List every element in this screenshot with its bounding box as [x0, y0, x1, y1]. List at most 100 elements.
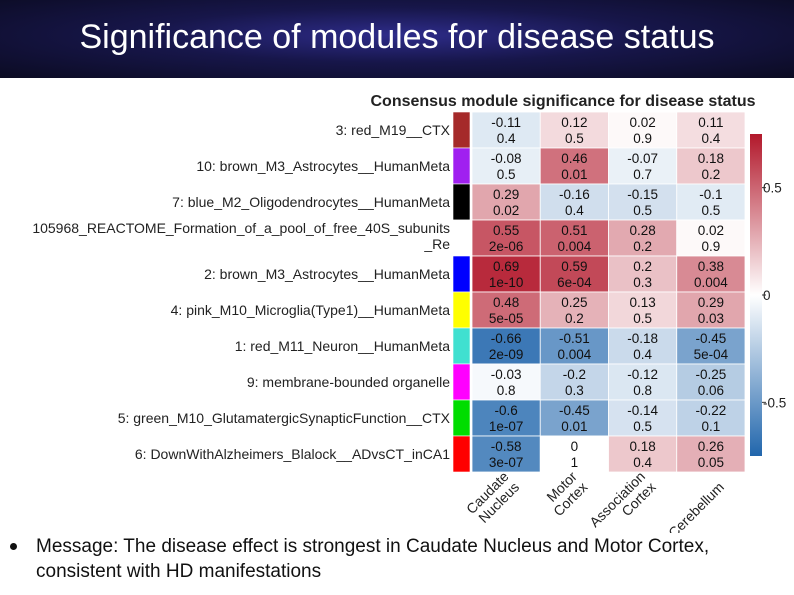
- cell-pvalue-label: 1: [571, 455, 579, 470]
- cell-pvalue-label: 0.05: [698, 455, 724, 470]
- cell-pvalue-label: 0.8: [633, 383, 652, 398]
- cell-value-label: -0.2: [563, 367, 586, 382]
- row-label: 5: green_M10_GlutamatergicSynapticFuncti…: [118, 410, 451, 426]
- heatmap-cell: [676, 327, 746, 365]
- cell-value-label: -0.14: [627, 403, 658, 418]
- cell-value-label: 0.25: [561, 295, 587, 310]
- row-label: 10: brown_M3_Astrocytes__HumanMeta: [196, 158, 450, 174]
- cell-pvalue-label: 0.4: [633, 455, 652, 470]
- cell-value-label: -0.6: [494, 403, 517, 418]
- cell-value-label: 0.13: [629, 295, 655, 310]
- cell-pvalue-label: 0.03: [698, 311, 724, 326]
- cell-value-label: -0.45: [559, 403, 590, 418]
- cell-value-label: -0.07: [627, 151, 658, 166]
- module-color-bar: [452, 291, 471, 329]
- module-color-bar: [452, 399, 471, 437]
- row-label: 2: brown_M3_Astrocytes__HumanMeta: [204, 266, 450, 282]
- cell-value-label: 0.12: [561, 115, 587, 130]
- cell-value-label: -0.11: [491, 115, 521, 130]
- cell-value-label: 0.46: [561, 151, 587, 166]
- heatmap-cell: [539, 435, 609, 473]
- cell-value-label: 0.38: [698, 259, 724, 274]
- cell-pvalue-label: 0.9: [633, 131, 652, 146]
- cell-value-label: -0.1: [699, 187, 722, 202]
- heatmap-cell: [676, 219, 746, 257]
- colorbar-tick-label: -0.5: [763, 395, 786, 410]
- heatmap-cell: [608, 363, 678, 401]
- heatmap-cell: [608, 435, 678, 473]
- heatmap-cell: [539, 111, 609, 149]
- module-color-bar: [452, 363, 471, 401]
- heatmap-cell: [471, 111, 541, 149]
- cell-value-label: -0.45: [695, 331, 726, 346]
- cell-value-label: -0.15: [627, 187, 658, 202]
- heatmap-cell: [471, 435, 541, 473]
- cell-pvalue-label: 0.5: [633, 203, 652, 218]
- cell-pvalue-label: 1e-07: [489, 419, 524, 434]
- cell-pvalue-label: 0.5: [497, 167, 516, 182]
- cell-value-label: 0.29: [493, 187, 519, 202]
- heatmap-cell: [608, 255, 678, 293]
- heatmap-cell: [676, 291, 746, 329]
- heatmap-cell: [471, 255, 541, 293]
- bullet-icon: [10, 543, 17, 550]
- heatmap-cell: [471, 363, 541, 401]
- cell-value-label: 0.48: [493, 295, 519, 310]
- cell-pvalue-label: 6e-04: [557, 275, 592, 290]
- cell-value-label: -0.12: [627, 367, 658, 382]
- chart-title: Consensus module significance for diseas…: [371, 93, 756, 110]
- cell-pvalue-label: 0.3: [565, 383, 584, 398]
- heatmap-cell: [539, 147, 609, 185]
- heatmap-cell: [608, 291, 678, 329]
- cell-value-label: -0.25: [695, 367, 726, 382]
- cell-value-label: -0.22: [695, 403, 726, 418]
- cell-value-label: -0.03: [491, 367, 522, 382]
- row-label: 3: red_M19__CTX: [336, 122, 451, 138]
- cell-pvalue-label: 1e-10: [489, 275, 524, 290]
- row-label: 105968_REACTOME_Formation_of_a_pool_of_f…: [32, 220, 450, 236]
- cell-value-label: 0.26: [698, 439, 724, 454]
- bullet-message: Message: The disease effect is strongest…: [36, 536, 710, 582]
- row-label: 7: blue_M2_Oligodendrocytes__HumanMeta: [172, 194, 450, 210]
- heatmap-cell: [539, 183, 609, 221]
- cell-pvalue-label: 0.9: [701, 239, 720, 254]
- heatmap-chart: Consensus module significance for diseas…: [32, 93, 786, 533]
- cell-value-label: 0.55: [493, 223, 519, 238]
- cell-pvalue-label: 3e-07: [489, 455, 524, 470]
- module-color-bar: [452, 183, 471, 221]
- row-label: 4: pink_M10_Microglia(Type1)__HumanMeta: [171, 302, 451, 318]
- module-color-bar: [452, 255, 471, 293]
- heatmap-cell: [676, 399, 746, 437]
- cell-value-label: 0.02: [698, 223, 724, 238]
- row-label: 9: membrane-bounded organelle: [247, 374, 450, 390]
- module-color-bar: [452, 219, 471, 257]
- cell-pvalue-label: 2e-06: [489, 239, 524, 254]
- cell-pvalue-label: 0.8: [497, 383, 516, 398]
- cell-value-label: 0.02: [629, 115, 655, 130]
- heatmap-cell: [676, 435, 746, 473]
- cell-pvalue-label: 0.2: [565, 311, 584, 326]
- cell-value-label: 0.69: [493, 259, 519, 274]
- cell-pvalue-label: 0.1: [701, 419, 720, 434]
- cell-value-label: -0.16: [559, 187, 590, 202]
- cell-value-label: -0.66: [491, 331, 522, 346]
- heatmap-cell: [471, 291, 541, 329]
- cell-value-label: 0.18: [629, 439, 655, 454]
- module-color-bar: [452, 111, 471, 149]
- heatmap-cell: [608, 327, 678, 365]
- cell-pvalue-label: 0.2: [633, 239, 652, 254]
- cell-pvalue-label: 0.01: [561, 419, 587, 434]
- cell-value-label: 0.18: [698, 151, 724, 166]
- heatmap-cell: [676, 255, 746, 293]
- cell-pvalue-label: 0.3: [633, 275, 652, 290]
- slide-title: Significance of modules for disease stat…: [79, 18, 715, 56]
- module-color-bar: [452, 435, 471, 473]
- cell-pvalue-label: 0.06: [698, 383, 724, 398]
- cell-value-label: 0.29: [698, 295, 724, 310]
- cell-pvalue-label: 0.7: [633, 167, 652, 182]
- row-label: _Re: [423, 236, 450, 252]
- cell-value-label: 0.51: [561, 223, 587, 238]
- colorbar-tick-label: 0: [763, 288, 771, 303]
- cell-pvalue-label: 2e-09: [489, 347, 524, 362]
- row-label: 6: DownWithAlzheimers_Blalock__ADvsCT_in…: [135, 446, 450, 462]
